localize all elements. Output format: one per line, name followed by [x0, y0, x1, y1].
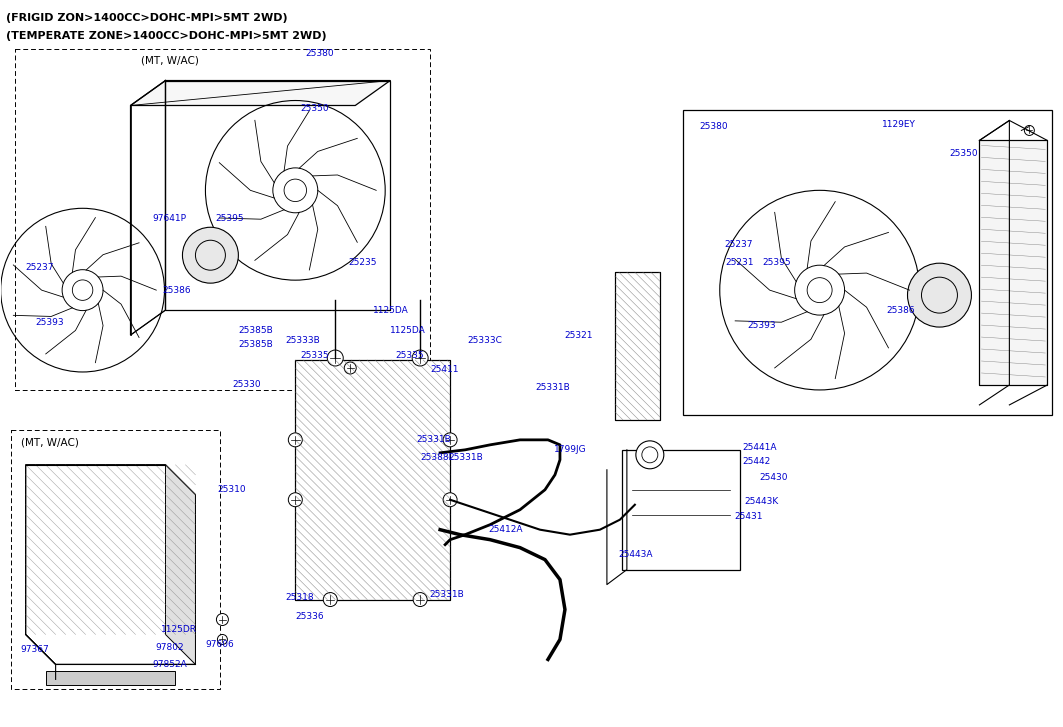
Text: 25333C: 25333C	[467, 336, 502, 345]
Text: 25335: 25335	[395, 350, 424, 360]
Text: 25331B: 25331B	[449, 454, 483, 462]
Bar	[614, 272, 660, 420]
Text: 1125DA: 1125DA	[390, 326, 426, 334]
Text: 25443K: 25443K	[745, 497, 779, 506]
Bar	[296, 360, 450, 600]
Text: 25380: 25380	[305, 49, 334, 58]
Text: 25386: 25386	[163, 286, 191, 294]
Text: 1799JG: 1799JG	[554, 446, 587, 454]
Text: 25231: 25231	[726, 257, 755, 267]
Text: 97852A: 97852A	[152, 660, 187, 669]
Text: 25443A: 25443A	[618, 550, 653, 559]
Circle shape	[183, 228, 238, 283]
Circle shape	[443, 493, 457, 507]
Text: 25395: 25395	[216, 214, 244, 222]
Text: 25330: 25330	[233, 380, 261, 390]
Text: 25350: 25350	[301, 104, 328, 113]
Text: 25331B: 25331B	[416, 435, 451, 444]
Bar	[11, 430, 220, 689]
Bar	[46, 672, 175, 686]
Circle shape	[218, 635, 227, 644]
Text: 25235: 25235	[349, 257, 376, 267]
Text: (MT, W/AC): (MT, W/AC)	[20, 438, 79, 448]
Text: 25237: 25237	[725, 240, 754, 249]
Text: 25393: 25393	[747, 321, 776, 329]
Text: 25385B: 25385B	[238, 326, 273, 334]
Bar	[296, 360, 450, 600]
Text: (TEMPERATE ZONE>1400CC>DOHC-MPI>5MT 2WD): (TEMPERATE ZONE>1400CC>DOHC-MPI>5MT 2WD)	[5, 31, 326, 41]
Circle shape	[217, 614, 229, 625]
Text: 25350: 25350	[949, 149, 978, 158]
Circle shape	[327, 350, 343, 366]
Polygon shape	[26, 465, 196, 664]
Bar	[614, 272, 660, 420]
Text: 25388L: 25388L	[420, 454, 454, 462]
Circle shape	[636, 441, 663, 469]
Text: 25331B: 25331B	[429, 590, 463, 599]
Text: 25395: 25395	[762, 257, 791, 267]
Text: 97802: 97802	[155, 643, 184, 652]
Bar	[622, 450, 740, 570]
Circle shape	[288, 433, 302, 447]
Text: 1129EY: 1129EY	[881, 120, 915, 129]
Circle shape	[414, 593, 427, 606]
Circle shape	[908, 263, 972, 327]
Bar	[682, 111, 1052, 415]
Bar	[15, 49, 431, 390]
Text: 25331B: 25331B	[535, 383, 570, 393]
Text: 25333B: 25333B	[285, 336, 320, 345]
Text: 25393: 25393	[36, 318, 64, 326]
Text: 1125DA: 1125DA	[373, 305, 409, 315]
Text: 25321: 25321	[564, 331, 592, 340]
Text: (FRIGID ZON>1400CC>DOHC-MPI>5MT 2WD): (FRIGID ZON>1400CC>DOHC-MPI>5MT 2WD)	[5, 12, 287, 23]
Text: 25412A: 25412A	[488, 525, 523, 534]
Polygon shape	[979, 140, 1047, 385]
Circle shape	[443, 433, 457, 447]
Circle shape	[288, 493, 302, 507]
Polygon shape	[166, 465, 196, 664]
Text: 25411: 25411	[431, 366, 458, 374]
Polygon shape	[166, 81, 390, 310]
Text: 97641P: 97641P	[152, 214, 186, 222]
Text: 1125DR: 1125DR	[161, 625, 197, 634]
Text: 25430: 25430	[760, 473, 788, 482]
Circle shape	[412, 350, 428, 366]
Text: 97367: 97367	[20, 645, 49, 654]
Text: (MT, W/AC): (MT, W/AC)	[140, 55, 199, 65]
Text: 25431: 25431	[735, 513, 763, 521]
Text: 25310: 25310	[218, 485, 246, 494]
Text: 25335: 25335	[301, 350, 328, 360]
Text: 25237: 25237	[26, 262, 54, 272]
Polygon shape	[131, 81, 390, 105]
Circle shape	[323, 593, 337, 606]
Circle shape	[344, 362, 356, 374]
Circle shape	[1025, 126, 1034, 135]
Text: 25318: 25318	[285, 593, 314, 602]
Text: 25336: 25336	[296, 612, 324, 621]
Text: 25442: 25442	[743, 457, 771, 466]
Text: 97606: 97606	[205, 640, 234, 649]
Text: 25385B: 25385B	[238, 340, 273, 348]
Text: 25386: 25386	[887, 305, 915, 315]
Text: 25441A: 25441A	[743, 443, 777, 452]
Text: 25380: 25380	[699, 122, 728, 131]
